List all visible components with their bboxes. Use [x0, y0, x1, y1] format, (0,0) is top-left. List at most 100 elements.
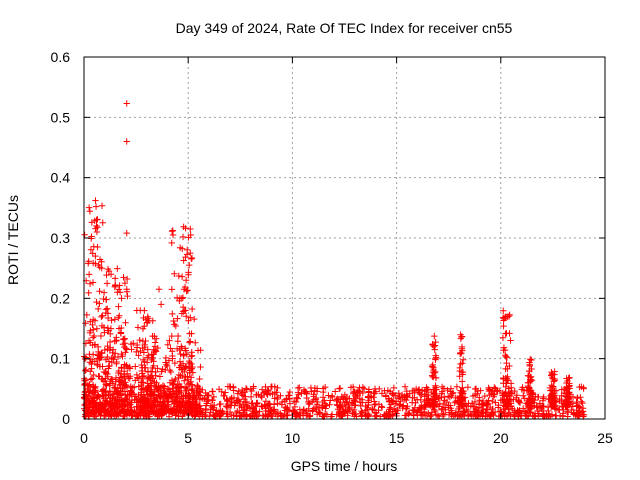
- data-point: [458, 343, 466, 351]
- data-point: [85, 271, 93, 278]
- data-point: [526, 362, 534, 370]
- data-point: [152, 372, 159, 379]
- data-point: [350, 408, 357, 416]
- data-point-outlier: [93, 216, 100, 224]
- data-point: [135, 352, 142, 359]
- data-point: [86, 403, 94, 410]
- data-point: [197, 363, 204, 371]
- data-point: [500, 322, 507, 330]
- data-point: [428, 409, 436, 416]
- data-point: [122, 362, 130, 370]
- y-tick-label: 0: [62, 411, 70, 427]
- data-point-outlier: [187, 225, 194, 233]
- data-point: [84, 385, 91, 392]
- data-point: [295, 391, 302, 398]
- data-point: [253, 399, 260, 407]
- data-point: [258, 394, 265, 401]
- data-point: [102, 356, 110, 363]
- data-point: [120, 336, 128, 343]
- data-point: [87, 368, 94, 375]
- data-point: [141, 394, 149, 402]
- data-point: [188, 255, 195, 263]
- data-point: [247, 393, 255, 401]
- data-point: [202, 389, 209, 397]
- data-point: [565, 390, 572, 397]
- data-point: [175, 380, 183, 388]
- data-point: [149, 364, 156, 372]
- data-point: [101, 329, 108, 336]
- data-point: [504, 313, 511, 321]
- data-point: [150, 358, 157, 365]
- data-point: [316, 410, 323, 418]
- data-point: [170, 317, 177, 325]
- data-point: [454, 412, 461, 419]
- data-point: [83, 311, 91, 319]
- data-point: [91, 413, 98, 420]
- data-point: [356, 388, 363, 395]
- data-point: [172, 322, 180, 330]
- data-point: [248, 387, 255, 395]
- data-point: [196, 375, 203, 383]
- data-point: [172, 397, 180, 404]
- data-point: [211, 412, 218, 419]
- data-point: [166, 391, 173, 398]
- data-point: [179, 372, 186, 380]
- data-point: [479, 409, 486, 417]
- data-point: [578, 398, 585, 405]
- data-point: [169, 352, 176, 360]
- data-point: [424, 391, 432, 399]
- data-point: [148, 408, 156, 415]
- data-point: [342, 408, 349, 416]
- data-point: [143, 388, 150, 396]
- data-point: [178, 343, 185, 350]
- data-point: [115, 314, 122, 321]
- data-point: [209, 406, 217, 413]
- data-point: [347, 384, 355, 391]
- data-point: [309, 398, 316, 405]
- data-point: [138, 361, 145, 369]
- data-point: [343, 398, 351, 406]
- data-point: [189, 369, 197, 376]
- data-point: [310, 393, 317, 400]
- data-point: [133, 371, 141, 379]
- data-point: [144, 401, 152, 408]
- data-point: [271, 383, 278, 390]
- data-point: [185, 269, 192, 276]
- data-point: [234, 397, 241, 404]
- data-point: [98, 258, 105, 266]
- data-point: [502, 383, 510, 391]
- data-point: [430, 386, 438, 393]
- data-point: [235, 388, 242, 395]
- data-point: [88, 219, 96, 226]
- data-point: [378, 403, 385, 410]
- data-point: [574, 402, 581, 409]
- data-point: [120, 274, 127, 281]
- data-point: [446, 393, 454, 401]
- data-point: [440, 385, 448, 392]
- data-point: [559, 413, 566, 420]
- data-point: [140, 385, 147, 392]
- data-point: [336, 385, 343, 392]
- data-point: [163, 395, 170, 402]
- data-point: [431, 396, 438, 403]
- data-point: [153, 335, 160, 342]
- data-point: [505, 388, 512, 396]
- y-tick-label: 0.2: [51, 290, 71, 306]
- data-point: [574, 394, 581, 401]
- data-point: [94, 343, 102, 351]
- data-point: [189, 387, 197, 394]
- data-point: [127, 390, 135, 398]
- data-point: [442, 406, 449, 413]
- data-point: [179, 245, 186, 252]
- data-point: [421, 403, 429, 411]
- data-point: [371, 413, 378, 420]
- data-point: [505, 401, 512, 408]
- data-point: [207, 409, 214, 416]
- data-point: [501, 403, 509, 410]
- data-point: [274, 384, 281, 392]
- data-point: [115, 286, 123, 293]
- data-point: [503, 359, 510, 367]
- data-point: [242, 393, 249, 400]
- data-point: [489, 405, 496, 413]
- data-point: [127, 401, 134, 408]
